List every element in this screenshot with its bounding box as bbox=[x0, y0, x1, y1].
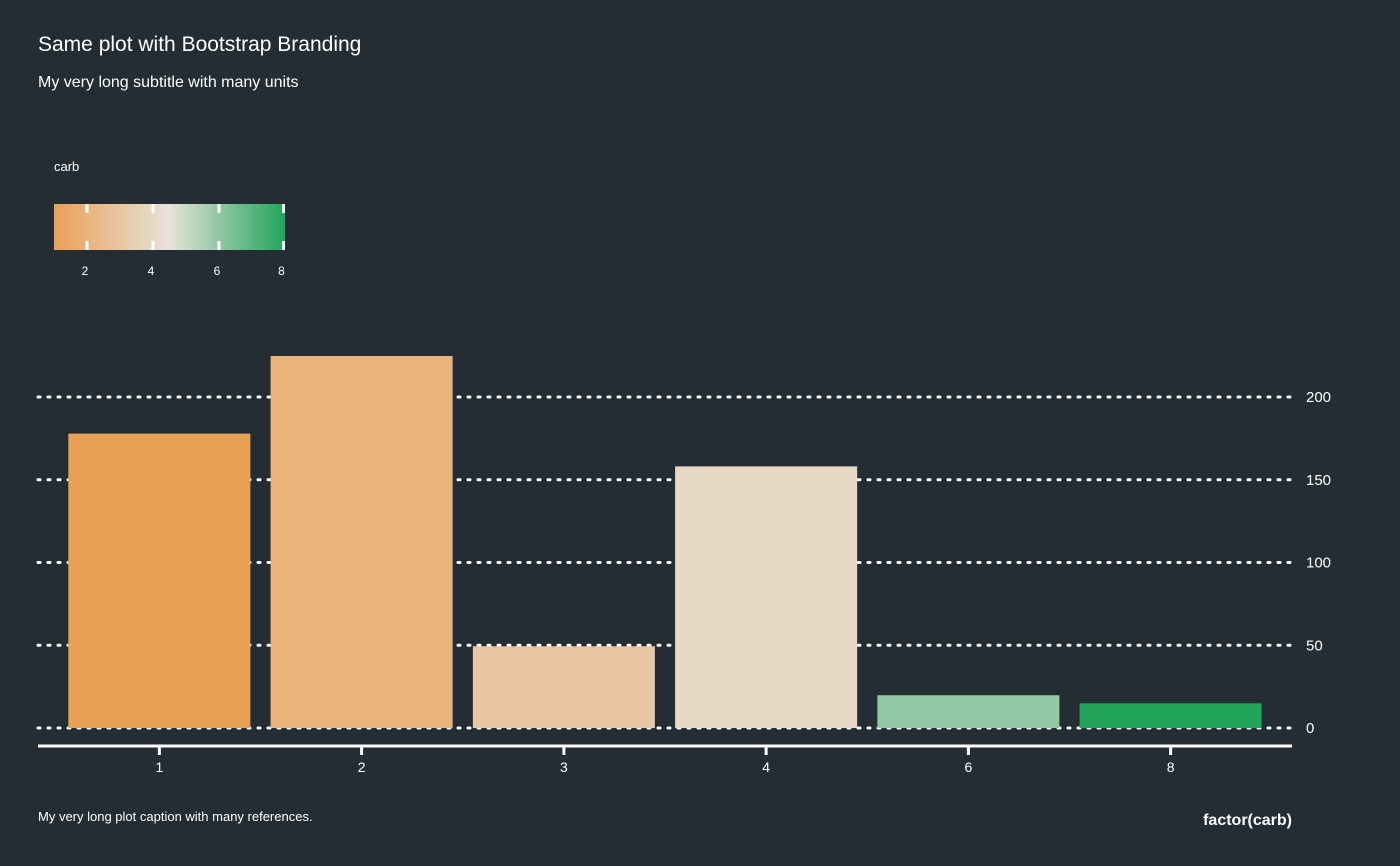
chart-title: Same plot with Bootstrap Branding bbox=[38, 33, 362, 56]
x-tick-label: 4 bbox=[762, 759, 770, 775]
axes: 0 50 100 150 200 1 2 3 4 6 8 bbox=[38, 389, 1331, 775]
legend-tick-label: 4 bbox=[148, 264, 155, 278]
y-tick-label: 150 bbox=[1306, 472, 1331, 489]
legend-tick-label: 6 bbox=[214, 264, 221, 278]
bar-4 bbox=[675, 466, 858, 728]
x-tick-label: 8 bbox=[1167, 759, 1175, 775]
x-tick-label: 2 bbox=[358, 759, 366, 775]
y-tick-label: 50 bbox=[1306, 637, 1323, 654]
x-axis-title: factor(carb) bbox=[1203, 812, 1292, 829]
legend-tick-label: 8 bbox=[278, 264, 285, 278]
bar-2 bbox=[270, 356, 453, 728]
bars bbox=[68, 356, 1262, 728]
x-tick-label: 3 bbox=[560, 759, 568, 775]
y-tick-label: 0 bbox=[1306, 720, 1314, 737]
legend-title: carb bbox=[54, 159, 80, 174]
y-tick-label: 200 bbox=[1306, 389, 1331, 406]
chart-subtitle: My very long subtitle with many units bbox=[38, 74, 299, 91]
x-tick-label: 1 bbox=[155, 759, 163, 775]
x-tick-label: 6 bbox=[964, 759, 972, 775]
legend-colorbar-gradient bbox=[54, 204, 285, 250]
bar-6 bbox=[877, 695, 1060, 728]
legend-tick-label: 2 bbox=[82, 264, 89, 278]
bar-8 bbox=[1079, 703, 1262, 728]
legend-colorbar: 2 4 6 8 bbox=[54, 204, 285, 278]
bar-3 bbox=[472, 646, 655, 728]
y-tick-label: 100 bbox=[1306, 555, 1331, 572]
bar-1 bbox=[68, 433, 251, 728]
chart-caption: My very long plot caption with many refe… bbox=[38, 809, 313, 824]
